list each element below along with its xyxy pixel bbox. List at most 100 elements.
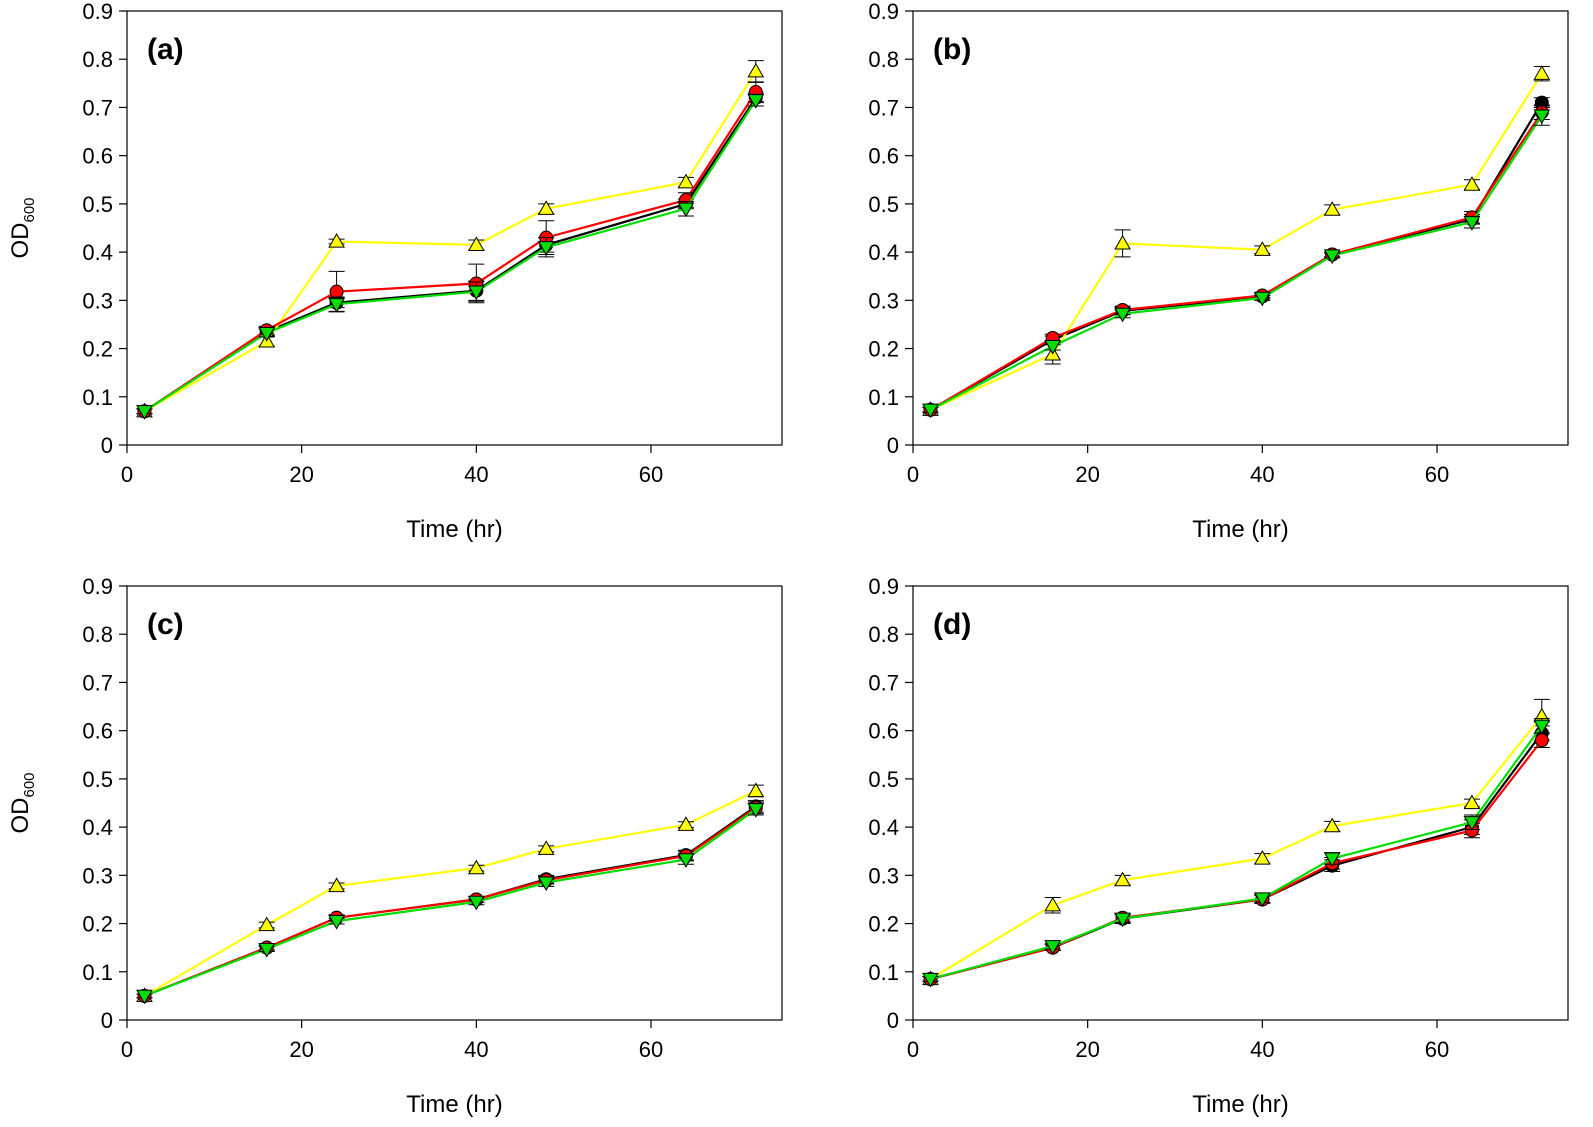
data-point bbox=[1044, 340, 1062, 355]
data-point bbox=[747, 62, 765, 78]
y-tick-label: 0.4 bbox=[82, 240, 113, 265]
series-line bbox=[143, 91, 757, 413]
plot-frame bbox=[912, 10, 1569, 446]
x-tick-label: 40 bbox=[464, 462, 488, 487]
panel-label: (b) bbox=[933, 33, 971, 66]
data-point bbox=[1463, 794, 1481, 810]
series-black bbox=[136, 90, 764, 419]
data-point bbox=[1463, 816, 1481, 831]
data-point bbox=[677, 202, 695, 218]
y-tick-label: 0.6 bbox=[82, 719, 113, 744]
y-tick-label: 0.3 bbox=[82, 863, 113, 888]
y-tick-label: 0.9 bbox=[82, 0, 113, 24]
series-green bbox=[922, 718, 1551, 988]
plot-frame bbox=[126, 10, 783, 446]
data-point bbox=[1114, 307, 1131, 323]
data-point bbox=[467, 236, 485, 252]
data-point bbox=[1463, 176, 1481, 191]
y-tick-label: 0.4 bbox=[82, 815, 113, 840]
plot-frame bbox=[912, 585, 1569, 1021]
data-point bbox=[1253, 892, 1271, 907]
data-point bbox=[1253, 291, 1271, 307]
y-tick-label: 0.3 bbox=[868, 863, 899, 888]
x-tick-label: 60 bbox=[1425, 462, 1449, 487]
y-tick-label: 0.7 bbox=[868, 670, 899, 695]
y-tick-label: 0.6 bbox=[82, 144, 113, 169]
data-point bbox=[136, 405, 153, 420]
y-tick-label: 0.5 bbox=[868, 192, 899, 217]
data-point bbox=[537, 876, 555, 892]
series-red bbox=[922, 732, 1550, 987]
x-tick-label: 0 bbox=[907, 462, 919, 487]
y-tick-label: 0.6 bbox=[868, 719, 899, 744]
series-line bbox=[929, 114, 1543, 411]
series-line bbox=[930, 73, 1543, 411]
y-tick-label: 0.8 bbox=[82, 622, 113, 647]
data-point bbox=[1533, 109, 1551, 125]
y-tick-label: 0.8 bbox=[82, 47, 113, 72]
x-tick-label: 40 bbox=[464, 1037, 488, 1062]
x-tick-label: 0 bbox=[121, 462, 133, 487]
series-black bbox=[922, 95, 1550, 417]
x-tick-label: 60 bbox=[639, 1037, 663, 1062]
series-line bbox=[143, 789, 757, 997]
y-tick-label: 0.8 bbox=[868, 47, 899, 72]
series-green bbox=[136, 802, 765, 1005]
data-point bbox=[1044, 940, 1062, 955]
x-axis-title: Time (hr) bbox=[406, 1091, 502, 1118]
x-tick-label: 0 bbox=[907, 1037, 919, 1062]
data-point bbox=[467, 895, 485, 911]
data-point bbox=[747, 782, 765, 798]
series-line bbox=[930, 739, 1543, 981]
x-tick-label: 60 bbox=[639, 462, 663, 487]
y-axis-title-main: OD bbox=[7, 223, 34, 259]
panel-label: (a) bbox=[147, 33, 184, 66]
y-axis-title-subscript: 600 bbox=[21, 772, 38, 797]
y-tick-label: 0.2 bbox=[868, 912, 899, 937]
y-tick-label: 0 bbox=[101, 1008, 113, 1033]
data-point bbox=[1044, 896, 1062, 912]
series-line bbox=[929, 715, 1543, 980]
panel-d: 0 0.1 0.2 0.3 0.4 0.5 0.6 0.7 0.8 0.9 0 20 40 60 Time … bbox=[868, 574, 1569, 1118]
data-point bbox=[677, 816, 695, 831]
x-tick-label: 60 bbox=[1425, 1037, 1449, 1062]
y-tick-label: 0.1 bbox=[82, 385, 113, 410]
series-yellow bbox=[922, 698, 1551, 986]
panel-b: 0 0.1 0.2 0.3 0.4 0.5 0.6 0.7 0.8 0.9 0 20 40 60 Time … bbox=[868, 0, 1569, 543]
panel-label: (c) bbox=[147, 608, 184, 641]
y-tick-label: 0.4 bbox=[868, 815, 899, 840]
data-point bbox=[1253, 849, 1271, 865]
data-point bbox=[328, 915, 345, 930]
y-axis-title: OD600 bbox=[7, 772, 38, 833]
y-tick-label: 0.1 bbox=[82, 960, 113, 985]
x-axis-title: Time (hr) bbox=[406, 516, 502, 543]
data-point bbox=[328, 298, 345, 313]
y-tick-label: 0.3 bbox=[868, 288, 899, 313]
series-green bbox=[922, 105, 1551, 419]
data-point bbox=[747, 94, 765, 109]
data-point bbox=[467, 859, 485, 875]
data-point bbox=[922, 403, 939, 419]
x-tick-label: 20 bbox=[289, 1037, 313, 1062]
series-black bbox=[922, 725, 1550, 987]
y-tick-label: 0.6 bbox=[868, 144, 899, 169]
data-point bbox=[1323, 852, 1341, 867]
series-red bbox=[136, 81, 764, 419]
data-point bbox=[258, 326, 276, 342]
series-line bbox=[143, 97, 757, 413]
series-line bbox=[929, 111, 1543, 411]
data-point bbox=[537, 840, 555, 855]
x-axis-title: Time (hr) bbox=[1192, 1091, 1288, 1118]
series-line bbox=[144, 805, 757, 997]
data-point bbox=[258, 942, 276, 958]
y-tick-label: 0.8 bbox=[868, 622, 899, 647]
series-yellow bbox=[136, 782, 765, 1003]
y-tick-label: 0 bbox=[101, 433, 113, 458]
y-axis-title: OD600 bbox=[7, 197, 38, 258]
series-red bbox=[136, 800, 764, 1003]
y-tick-label: 0.2 bbox=[82, 912, 113, 937]
y-tick-label: 0.5 bbox=[82, 767, 113, 792]
data-point bbox=[136, 989, 153, 1005]
series-line bbox=[929, 102, 1543, 411]
